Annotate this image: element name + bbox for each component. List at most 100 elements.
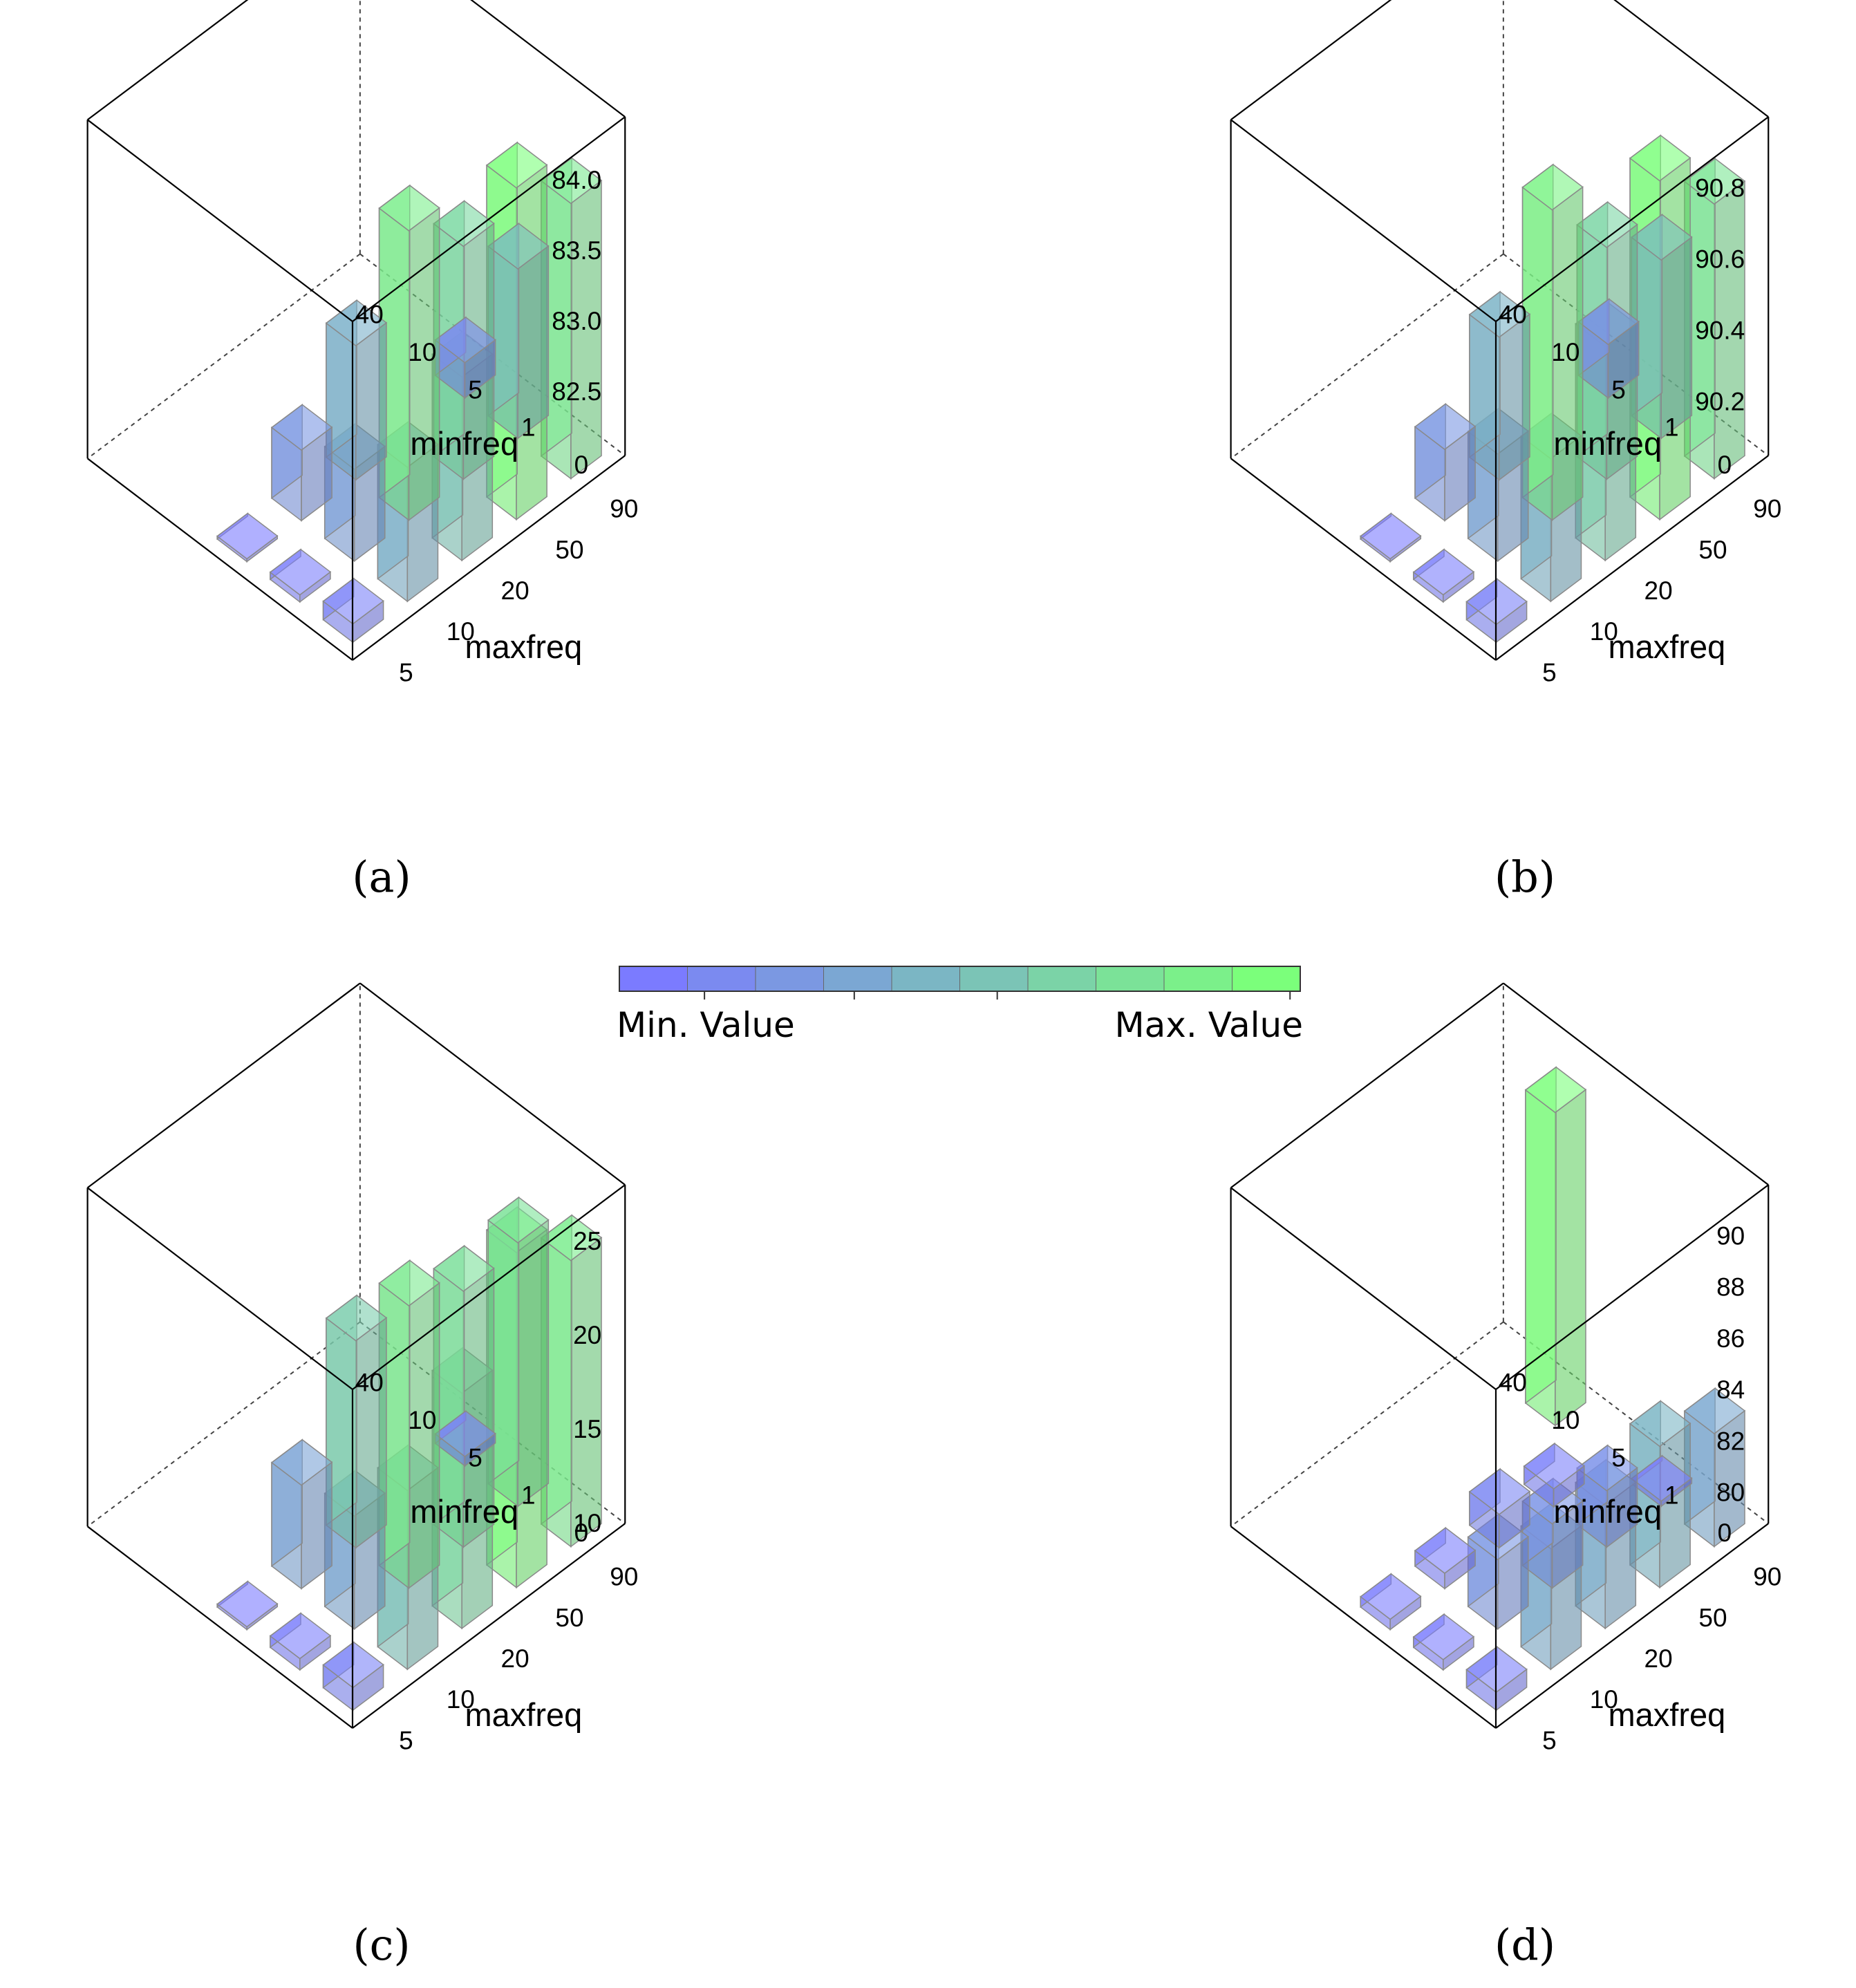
bar-top xyxy=(378,1259,440,1307)
z-tick-label: 20 xyxy=(573,1321,601,1349)
maxfreq-tick-label: 20 xyxy=(501,1644,529,1673)
bar-top xyxy=(1577,298,1640,346)
minfreq-tick-label: 5 xyxy=(1611,375,1626,404)
minfreq-tick-label: 5 xyxy=(468,1443,482,1472)
minfreq-tick-label: 0 xyxy=(574,1519,589,1547)
box-edge xyxy=(1495,1523,1769,1729)
bar-0-90 xyxy=(540,1214,603,1548)
bar-top xyxy=(1414,1527,1477,1574)
panel-a: 82.5 83.0 83.5 84.0 0 1 5 10 40 5 10 20 50 90 minfreq m… xyxy=(86,0,638,902)
box-edge xyxy=(352,1184,626,1390)
box-edge xyxy=(86,982,361,1189)
bar-face xyxy=(355,321,387,481)
box-edge xyxy=(359,982,626,1185)
colorbar-swatch xyxy=(1027,966,1097,992)
bar-0-90 xyxy=(1683,1387,1746,1548)
bar-face xyxy=(517,245,550,440)
maxfreq-tick-label: 90 xyxy=(1753,495,1781,523)
minfreq-tick-label: 0 xyxy=(1718,1519,1732,1547)
bar-5-10 xyxy=(1414,402,1477,522)
panel-caption: (a) xyxy=(352,852,411,902)
colorbar-swatch xyxy=(1163,966,1233,992)
bar-5-10 xyxy=(1414,1526,1477,1590)
bar-top xyxy=(1359,512,1422,560)
maxfreq-tick-label: 90 xyxy=(1753,1563,1781,1591)
bar-1-50 xyxy=(1576,1444,1638,1548)
bar-1-90 xyxy=(1631,1454,1693,1508)
box-edge xyxy=(1230,0,1392,121)
bar-top xyxy=(270,404,333,451)
minfreq-tick-label: 0 xyxy=(574,451,589,479)
bar-face xyxy=(355,1317,387,1549)
box-edge xyxy=(1230,119,1497,322)
z-tick-label: 84 xyxy=(1716,1376,1745,1404)
back-edge xyxy=(87,1321,361,1528)
minfreq-tick-label: 1 xyxy=(1665,1481,1679,1510)
bar-top xyxy=(434,316,496,364)
bar-top xyxy=(1524,1066,1587,1114)
minfreq-tick-label: 1 xyxy=(1665,413,1679,442)
bar-top xyxy=(434,1410,496,1458)
bar-top xyxy=(1576,1444,1638,1492)
bar-5-20 xyxy=(325,1294,388,1549)
box-edge xyxy=(1230,458,1497,661)
minfreq-tick-label: 40 xyxy=(1499,301,1527,329)
bar-top xyxy=(1629,134,1691,182)
colorbar-swatch xyxy=(619,966,688,992)
z-tick-label: 88 xyxy=(1716,1273,1745,1302)
bar-5-20 xyxy=(1468,290,1531,481)
bar-face xyxy=(1499,313,1530,481)
maxfreq-tick-label: 5 xyxy=(1542,1726,1557,1754)
colorbar: Min. Value Max. Value xyxy=(617,966,1303,1045)
maxfreq-tick-label: 90 xyxy=(610,495,638,523)
box-edge xyxy=(1495,116,1769,322)
colorbar-swatch xyxy=(823,966,892,992)
maxfreq-tick-label: 50 xyxy=(555,1604,583,1632)
bar-face xyxy=(408,1282,440,1589)
bar-face xyxy=(1555,1088,1586,1427)
z-tick-label: 84.0 xyxy=(552,166,601,194)
maxfreq-tick-label: 10 xyxy=(1590,1685,1618,1714)
bar-top xyxy=(1631,1454,1693,1502)
bar-10-90 xyxy=(1524,1066,1587,1427)
maxfreq-tick-label: 10 xyxy=(447,1685,475,1714)
bar-top xyxy=(540,157,603,205)
maxfreq-axis-label: maxfreq xyxy=(1609,628,1726,665)
minfreq-tick-label: 0 xyxy=(1718,451,1732,479)
z-tick-label: 82 xyxy=(1716,1427,1745,1455)
maxfreq-axis-label: maxfreq xyxy=(465,1696,583,1733)
bar-top xyxy=(433,1245,495,1292)
bar-top xyxy=(270,1438,333,1486)
panel-b: 90.2 90.4 90.6 90.8 0 1 5 10 40 5 10 20 50 90 minfreq m… xyxy=(1230,0,1781,902)
maxfreq-tick-label: 50 xyxy=(555,536,583,564)
colorbar-swatch xyxy=(755,966,825,992)
box-edge xyxy=(352,455,626,661)
maxfreq-tick-label: 20 xyxy=(1644,576,1673,605)
bar-top xyxy=(1631,214,1693,261)
z-tick-label: 86 xyxy=(1716,1324,1745,1353)
minfreq-tick-label: 10 xyxy=(408,338,436,366)
minfreq-tick-label: 5 xyxy=(468,375,482,404)
bar-5-10 xyxy=(270,403,333,522)
bar-5-10 xyxy=(270,1438,333,1590)
bar-0-5 xyxy=(1465,1645,1528,1712)
back-edge xyxy=(87,253,361,460)
bar-5-5 xyxy=(216,512,279,563)
panel-caption: (d) xyxy=(1494,1920,1555,1970)
box-edge xyxy=(86,0,249,121)
bar-1-5 xyxy=(269,1612,332,1671)
bar-top xyxy=(487,223,550,270)
maxfreq-tick-label: 20 xyxy=(501,576,529,605)
bar-top xyxy=(325,1294,388,1342)
box-edge xyxy=(86,119,353,322)
box-edge xyxy=(1230,982,1504,1189)
bar-top xyxy=(378,185,440,232)
bar-1-5 xyxy=(1412,1613,1475,1671)
bar-top xyxy=(1414,403,1477,451)
z-tick-label: 90.6 xyxy=(1695,245,1745,273)
bar-5-5 xyxy=(1359,512,1422,563)
bar-5-20 xyxy=(1468,1467,1531,1549)
bar-top xyxy=(1468,291,1531,338)
maxfreq-tick-label: 50 xyxy=(1698,536,1727,564)
